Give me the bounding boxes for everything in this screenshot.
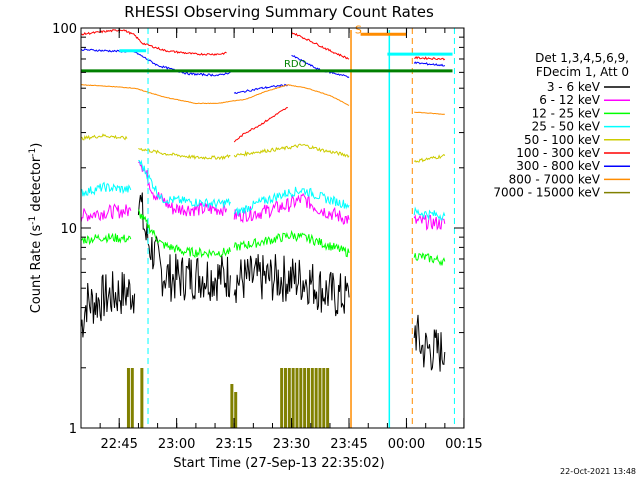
series-line [233, 143, 350, 158]
high-energy-spike [295, 368, 299, 428]
y-axis-label-main: Count Rate (s [29, 225, 44, 314]
plot-area: RDO S [80, 23, 455, 428]
series-line [233, 192, 350, 225]
footer-date: 22-Oct-2021 13:48 [560, 467, 636, 476]
legend-label: 12 - 25 keV [532, 106, 601, 120]
high-energy-spike [230, 384, 234, 428]
series-line [233, 106, 288, 143]
y-axis-label-close: ) [29, 143, 44, 148]
high-energy-spike [130, 368, 134, 428]
high-energy-spike [326, 368, 330, 428]
x-tick-label: 23:45 [330, 437, 367, 452]
series-line [413, 206, 446, 221]
y-axis-label-sup: -1 [28, 216, 38, 225]
legend-label: 50 - 100 keV [524, 133, 601, 147]
legend-label: 100 - 300 keV [516, 146, 600, 160]
series-line [413, 252, 446, 266]
series-line [138, 159, 231, 210]
series-line [81, 133, 128, 141]
series-line [80, 29, 227, 56]
y-axis-label-sup2: -1 [28, 148, 38, 157]
series-line [80, 271, 136, 338]
series-line [413, 153, 446, 163]
series-line [413, 314, 446, 372]
high-energy-spike [299, 368, 303, 428]
high-energy-spike [318, 368, 322, 428]
y-tick-label: 10 [60, 222, 77, 237]
high-energy-spike [287, 368, 291, 428]
series-line [413, 214, 446, 231]
legend-header-1: Det 1,3,4,5,6,9, [535, 51, 629, 65]
x-tick-label: 22:45 [100, 437, 137, 452]
series-line [233, 83, 289, 95]
series-line [80, 48, 231, 77]
legend-header-2: FDecim 1, Att 0 [536, 65, 629, 79]
series-line [80, 232, 132, 246]
y-axis-label: Count Rate (s-1 detector-1) [28, 143, 44, 314]
legend-label: 25 - 50 keV [532, 120, 601, 134]
series-line [414, 55, 446, 61]
x-tick-label: 00:15 [445, 437, 482, 452]
y-tick-label: 1 [69, 422, 77, 437]
x-tick-label: 23:30 [273, 437, 310, 452]
high-energy-spike [322, 368, 326, 428]
high-energy-spike [314, 368, 318, 428]
series-line [80, 203, 132, 223]
y-axis: 1 10 100 [52, 22, 464, 437]
flag-label-rdo: RDO [284, 59, 307, 70]
series-line [233, 229, 350, 258]
series-line [137, 192, 231, 302]
high-energy-spike [140, 368, 144, 428]
high-energy-spike [306, 368, 310, 428]
series-line [138, 160, 227, 217]
series-line [414, 111, 445, 116]
high-energy-spike [234, 392, 238, 428]
x-tick-label: 23:00 [158, 437, 195, 452]
legend-label: 3 - 6 keV [547, 80, 601, 94]
high-energy-spike [280, 368, 284, 428]
series-line [291, 31, 350, 60]
flag-label-s: S [355, 23, 362, 36]
x-axis-label: Start Time (27-Sep-13 22:35:02) [173, 456, 384, 471]
high-energy-spike [283, 368, 287, 428]
series-line [138, 147, 231, 161]
x-tick-label: 00:00 [388, 437, 425, 452]
x-axis: 22:45 23:00 23:15 23:30 23:45 00:00 00:15 [80, 28, 483, 452]
series-line [137, 209, 231, 259]
y-tick-label: 100 [52, 22, 77, 37]
series-line [233, 254, 350, 317]
x-tick-label: 23:15 [215, 437, 252, 452]
high-energy-spike [303, 368, 307, 428]
high-energy-spike [126, 368, 130, 428]
high-energy-spike [310, 368, 314, 428]
y-axis-label-mid: detector [29, 156, 44, 216]
legend-label: 300 - 800 keV [516, 159, 600, 173]
legend-label: 6 - 12 keV [539, 93, 601, 107]
high-energy-spike [291, 368, 295, 428]
series-line [80, 181, 132, 197]
legend: Det 1,3,4,5,6,9, FDecim 1, Att 0 3 - 6 k… [493, 51, 630, 200]
legend-label: 7000 - 15000 keV [493, 186, 600, 200]
plot-frame [80, 27, 465, 429]
legend-label: 800 - 7000 keV [509, 172, 601, 186]
series-line [80, 84, 350, 106]
chart-title: RHESSI Observing Summary Count Rates [124, 3, 434, 21]
series-line [413, 61, 446, 67]
series-line [233, 186, 350, 216]
